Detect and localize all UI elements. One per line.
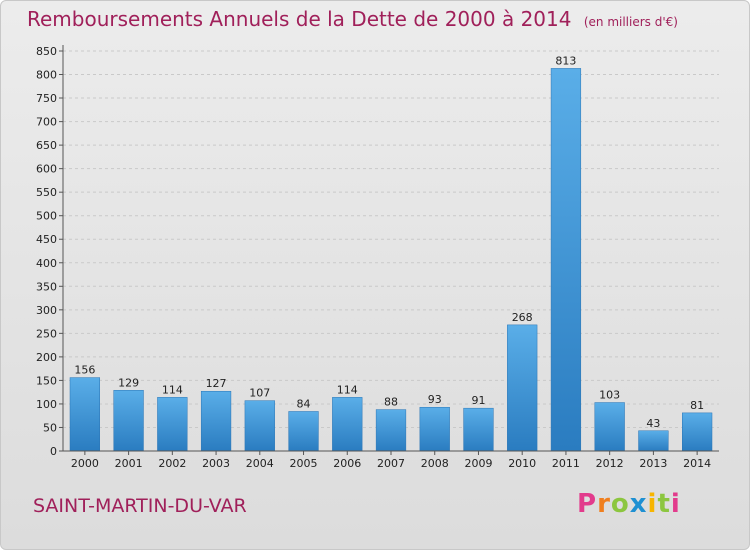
x-tick-label: 2004 <box>246 457 274 470</box>
bar-value-label: 129 <box>118 376 139 389</box>
bar-value-label: 127 <box>206 377 227 390</box>
y-tick-label: 750 <box>36 92 57 105</box>
bar <box>69 377 100 452</box>
y-tick-label: 50 <box>43 421 57 434</box>
y-tick-label: 400 <box>36 257 57 270</box>
logo-letter: r <box>597 489 611 519</box>
y-tick-label: 650 <box>36 139 57 152</box>
x-tick-label: 2001 <box>115 457 143 470</box>
x-tick-label: 2003 <box>202 457 230 470</box>
y-tick-label: 850 <box>36 45 57 58</box>
y-tick-label: 500 <box>36 210 57 223</box>
x-tick-label: 2013 <box>639 457 667 470</box>
chart-title: Remboursements Annuels de la Dette de 20… <box>27 7 678 31</box>
y-tick-label: 450 <box>36 233 57 246</box>
bar-value-label: 114 <box>162 383 183 396</box>
bars: 156 129 114 127 107 84 114 88 93 91 268 813 103 43 81 <box>69 54 713 452</box>
title-text: Remboursements Annuels de la Dette de 20… <box>27 7 572 31</box>
proxiti-logo: Proxiti <box>577 489 681 519</box>
bar <box>594 402 625 452</box>
unit-label: (en milliers d'€) <box>583 15 678 29</box>
bar <box>638 430 669 452</box>
logo-letter: P <box>577 489 598 519</box>
x-tick-label: 2002 <box>158 457 186 470</box>
bar <box>113 390 144 452</box>
x-tick-label: 2007 <box>377 457 405 470</box>
x-axis-ticks: 2000 2001 2002 2003 2004 2005 2006 2007 2008 2009… <box>71 451 711 470</box>
y-axis-ticks: 0 50 100 150 200 250 300 350 400 450 500 550 600 650 7… <box>36 45 63 458</box>
bar-value-label: 43 <box>646 417 660 430</box>
bar-value-label: 107 <box>249 387 270 400</box>
x-tick-label: 2009 <box>464 457 492 470</box>
y-tick-label: 550 <box>36 186 57 199</box>
logo-letter: o <box>610 489 630 519</box>
bar <box>157 397 188 452</box>
x-tick-label: 2011 <box>552 457 580 470</box>
bar-value-label: 91 <box>471 394 485 407</box>
bar-value-label: 93 <box>428 393 442 406</box>
logo-letter: t <box>657 489 671 519</box>
bar-value-label: 88 <box>384 396 398 409</box>
y-tick-label: 300 <box>36 304 57 317</box>
bar-value-label: 84 <box>297 397 311 410</box>
logo-letter: x <box>629 489 648 519</box>
x-tick-label: 2012 <box>596 457 624 470</box>
y-tick-label: 250 <box>36 327 57 340</box>
bar <box>288 411 319 452</box>
bar <box>200 390 232 452</box>
x-tick-label: 2014 <box>683 457 711 470</box>
x-tick-label: 2010 <box>508 457 536 470</box>
bar-value-label: 156 <box>74 364 95 377</box>
y-tick-label: 200 <box>36 351 57 364</box>
bar-value-label: 81 <box>690 399 704 412</box>
axes <box>62 45 719 452</box>
logo-letter: i <box>670 489 681 519</box>
bar <box>682 412 713 452</box>
logo-letter: i <box>647 489 658 519</box>
bar-value-label: 114 <box>337 383 358 396</box>
y-tick-label: 100 <box>36 398 57 411</box>
commune-name: SAINT-MARTIN-DU-VAR <box>33 495 247 517</box>
y-tick-label: 700 <box>36 116 57 129</box>
y-tick-label: 800 <box>36 69 57 82</box>
x-tick-label: 2006 <box>333 457 361 470</box>
x-tick-label: 2008 <box>421 457 449 470</box>
bar <box>550 68 582 452</box>
x-tick-label: 2000 <box>71 457 99 470</box>
y-tick-label: 150 <box>36 374 57 387</box>
bar <box>419 406 450 452</box>
y-tick-label: 0 <box>50 445 57 458</box>
bar-value-label: 813 <box>555 54 576 67</box>
bar <box>332 397 363 452</box>
bar <box>375 409 407 452</box>
y-tick-label: 350 <box>36 280 57 293</box>
bar-value-label: 268 <box>512 311 533 324</box>
bar <box>463 407 494 452</box>
y-tick-label: 600 <box>36 163 57 176</box>
bar-value-label: 103 <box>599 389 620 402</box>
x-tick-label: 2005 <box>290 457 318 470</box>
bar <box>507 324 538 452</box>
bar <box>244 400 275 452</box>
